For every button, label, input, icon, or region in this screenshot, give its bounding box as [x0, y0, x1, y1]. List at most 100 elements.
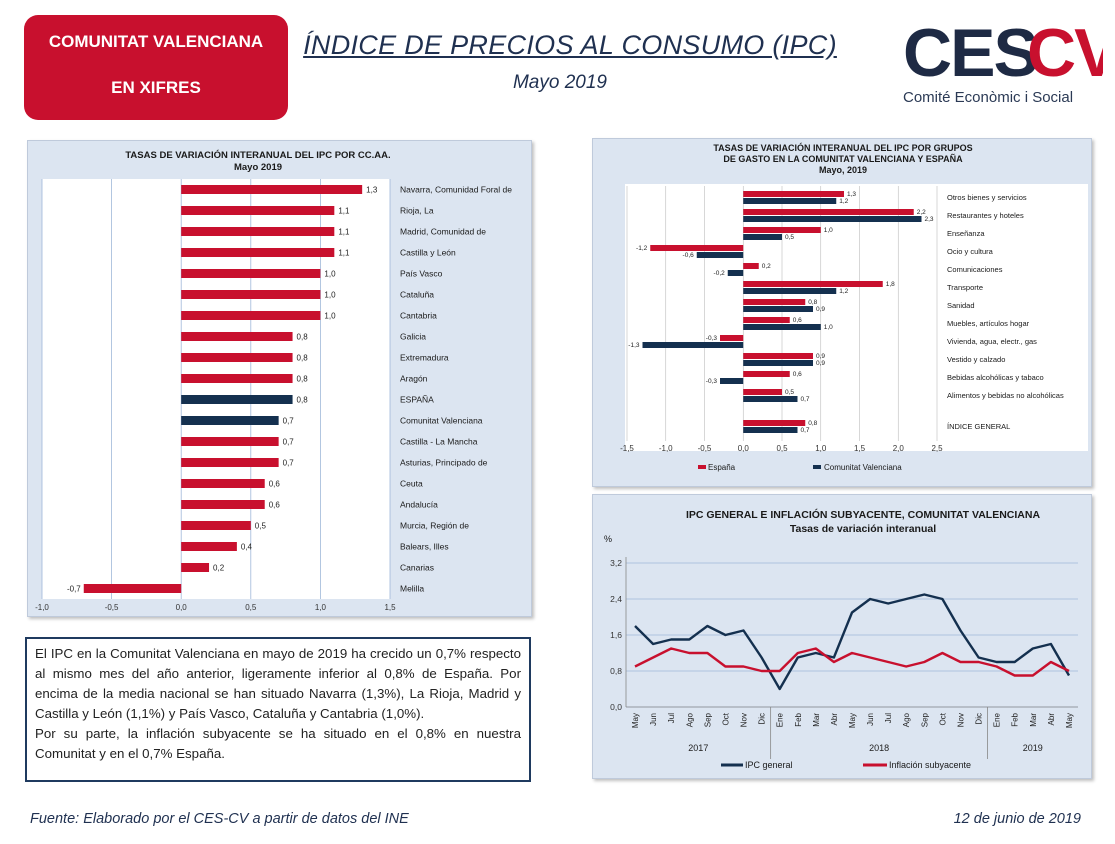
chart1-bar	[181, 248, 335, 257]
chart1-category-label: País Vasco	[400, 269, 443, 279]
chart1-bar	[181, 269, 321, 278]
page-subtitle: Mayo 2019	[512, 72, 607, 93]
legend-espana-swatch	[698, 465, 706, 469]
chart2-title: TASAS DE VARIACIÓN INTERANUAL DEL IPC PO…	[713, 142, 972, 153]
chart1-bar	[181, 395, 293, 404]
chart3-x-tick-label: Feb	[1011, 712, 1020, 726]
chart2-bar	[743, 396, 798, 402]
chart3-y-tick-label: 1,6	[610, 630, 622, 640]
chart1-data-label: 1,0	[324, 270, 336, 279]
chart2-category-label: Transporte	[947, 283, 983, 292]
chart3-x-tick-label: Abr	[1047, 713, 1056, 726]
chart3-x-tick-label: Sep	[920, 712, 929, 727]
chart2-category-label: Muebles, artículos hogar	[947, 319, 1030, 328]
chart1-data-label: 0,7	[283, 459, 295, 468]
chart1-data-label: 0,2	[213, 564, 225, 573]
chart2-data-label: 2,3	[925, 216, 934, 223]
chart2-data-label: -1,2	[636, 245, 648, 252]
chart1-data-label: 0,6	[269, 501, 281, 510]
logo-text-cv: CV	[1027, 15, 1103, 89]
chart2-bar	[720, 378, 744, 384]
source-note: Fuente: Elaborado por el CES-CV a partir…	[30, 811, 409, 827]
chart2-bar	[650, 245, 744, 251]
chart2-bar	[743, 360, 813, 366]
chart2-bar	[743, 288, 837, 294]
chart3-x-tick-label: Jul	[667, 713, 676, 723]
chart2-category-label: Bebidas alcohólicas y tabaco	[947, 373, 1044, 382]
chart2-bar	[743, 427, 798, 433]
chart1-data-label: 0,8	[297, 396, 309, 405]
chart2-x-tick-label: 2,5	[931, 444, 943, 453]
chart3-year-label: 2017	[688, 743, 708, 753]
chart1-data-label: 1,3	[366, 186, 378, 195]
chart1-data-label: 0,4	[241, 543, 253, 552]
chart1-bar	[181, 479, 265, 488]
chart2-category-label: Otros bienes y servicios	[947, 193, 1027, 202]
publication-date: 12 de junio de 2019	[953, 811, 1081, 827]
chart1-bar	[181, 374, 293, 383]
chart1-x-tick-label: 1,0	[315, 603, 327, 612]
chart2-data-label: 0,7	[801, 427, 810, 434]
page-title: ÍNDICE DE PRECIOS AL CONSUMO (IPC)	[303, 30, 837, 60]
chart1-title: TASAS DE VARIACIÓN INTERANUAL DEL IPC PO…	[125, 149, 390, 161]
chart2-bar	[743, 389, 782, 395]
chart2-category-label: Sanidad	[947, 301, 975, 310]
chart2-bar	[743, 324, 821, 330]
chart1-x-tick-label: 1,5	[384, 603, 396, 612]
groups-chart: TASAS DE VARIACIÓN INTERANUAL DEL IPC PO…	[620, 142, 1088, 472]
chart1-category-label: Andalucía	[400, 500, 438, 510]
chart3-series-line	[634, 647, 1070, 677]
summary-text-box: El IPC en la Comunitat Valenciana en may…	[25, 637, 531, 782]
chart3-title: IPC GENERAL E INFLACIÓN SUBYACENTE, COMU…	[686, 508, 1041, 521]
chart2-category-label: Comunicaciones	[947, 265, 1003, 274]
chart3-year-label: 2019	[1023, 743, 1043, 753]
chart1-x-tick-label: -1,0	[35, 603, 49, 612]
chart1-bar	[181, 311, 321, 320]
chart1-category-label: Canarias	[400, 563, 434, 573]
chart2-x-tick-label: 2,0	[893, 444, 905, 453]
chart3-series-line	[634, 593, 1071, 691]
chart1-bar	[181, 206, 335, 215]
chart2-x-tick-label: -1,5	[620, 444, 634, 453]
chart1-data-label: 0,8	[297, 375, 309, 384]
chart2-bar	[743, 191, 844, 197]
chart1-category-label: Cataluña	[400, 290, 434, 300]
ipc-line-chart: IPC GENERAL E INFLACIÓN SUBYACENTE, COMU…	[604, 508, 1078, 770]
chart1-category-label: Madrid, Comunidad de	[400, 227, 486, 237]
chart2-x-tick-label: -0,5	[698, 444, 712, 453]
chart1-category-label: Balears, Illes	[400, 542, 449, 552]
chart2-title-line2: DE GASTO EN LA COMUNITAT VALENCIANA Y ES…	[723, 154, 963, 164]
chart3-y-tick-label: 0,0	[610, 702, 622, 712]
chart3-x-tick-label: Mar	[812, 713, 821, 727]
chart1-category-label: Castilla - La Mancha	[400, 437, 478, 447]
chart2-bar	[743, 234, 782, 240]
chart1-category-label: Comunitat Valenciana	[400, 416, 483, 426]
chart1-bar	[181, 353, 293, 362]
chart3-x-tick-label: Ago	[902, 712, 911, 727]
chart1-category-label: Melilla	[400, 584, 424, 594]
chart1-data-label: 1,0	[324, 291, 336, 300]
cescv-logo-mark: CES CV	[903, 15, 1115, 91]
chart2-bar	[743, 209, 914, 215]
chart3-x-tick-label: Nov	[740, 713, 749, 727]
chart1-bar	[181, 227, 335, 236]
chart1-category-label: ESPAÑA	[400, 395, 434, 405]
chart2-x-tick-label: 0,5	[776, 444, 788, 453]
chart2-bar	[743, 281, 883, 287]
ccaa-chart-panel: TASAS DE VARIACIÓN INTERANUAL DEL IPC PO…	[27, 140, 532, 617]
chart2-bar	[696, 252, 744, 258]
chart1-data-label: -0,7	[67, 585, 81, 594]
chart3-x-tick-label: Mar	[1029, 713, 1038, 727]
chart3-y-tick-label: 3,2	[610, 558, 622, 568]
chart2-data-label: 1,8	[886, 281, 895, 288]
chart2-category-label: ÍNDICE GENERAL	[947, 422, 1010, 431]
chart2-data-label: 2,2	[917, 209, 926, 216]
chart1-bar	[181, 185, 363, 194]
chart2-data-label: 1,2	[839, 288, 848, 295]
chart3-x-tick-label: Dic	[975, 713, 984, 725]
chart1-data-label: 1,1	[338, 228, 350, 237]
legend-espana-label: España	[708, 463, 736, 472]
chart3-x-tick-label: Oct	[938, 712, 947, 725]
chart3-x-tick-label: Ene	[993, 712, 1002, 727]
chart2-bar	[743, 306, 813, 312]
